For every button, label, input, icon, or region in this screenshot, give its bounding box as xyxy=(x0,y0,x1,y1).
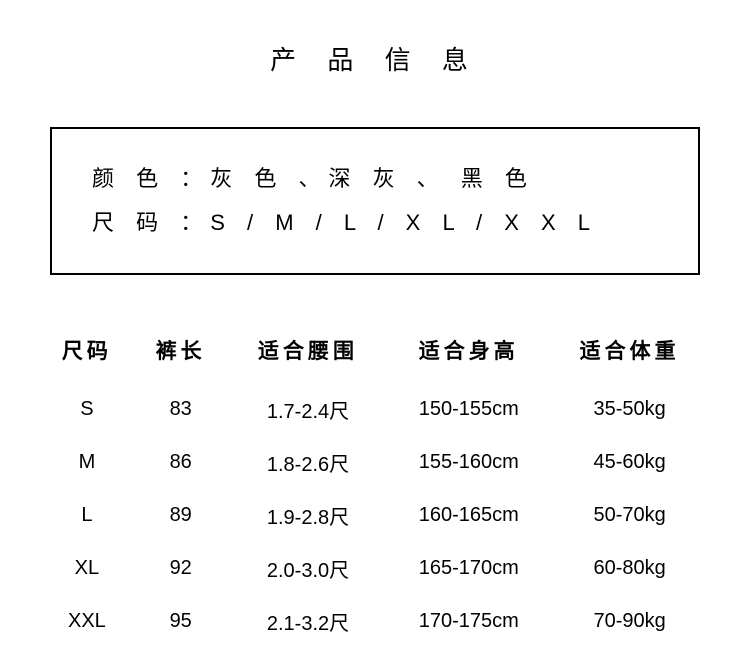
cell-length: 95 xyxy=(134,595,228,648)
cell-size: S xyxy=(40,383,134,436)
table-row: XXL 95 2.1-3.2尺 170-175cm 70-90kg xyxy=(40,595,710,648)
size-table: 尺码 裤长 适合腰围 适合身高 适合体重 S 83 1.7-2.4尺 150-1… xyxy=(40,325,710,648)
size-label: 尺 码 ： xyxy=(92,210,210,235)
cell-weight: 50-70kg xyxy=(549,489,710,542)
cell-height: 160-165cm xyxy=(388,489,549,542)
cell-height: 150-155cm xyxy=(388,383,549,436)
cell-weight: 35-50kg xyxy=(549,383,710,436)
color-value: 灰 色 、深 灰 、 黑 色 xyxy=(210,166,535,191)
color-label: 颜 色 ： xyxy=(92,166,210,191)
header-weight: 适合体重 xyxy=(549,325,710,383)
cell-waist: 1.9-2.8尺 xyxy=(228,489,389,542)
table-row: M 86 1.8-2.6尺 155-160cm 45-60kg xyxy=(40,436,710,489)
color-line: 颜 色 ：灰 色 、深 灰 、 黑 色 xyxy=(92,157,658,201)
table-row: XL 92 2.0-3.0尺 165-170cm 60-80kg xyxy=(40,542,710,595)
cell-waist: 2.0-3.0尺 xyxy=(228,542,389,595)
cell-weight: 70-90kg xyxy=(549,595,710,648)
cell-size: XXL xyxy=(40,595,134,648)
cell-height: 170-175cm xyxy=(388,595,549,648)
cell-size: L xyxy=(40,489,134,542)
cell-length: 86 xyxy=(134,436,228,489)
table-row: L 89 1.9-2.8尺 160-165cm 50-70kg xyxy=(40,489,710,542)
cell-waist: 2.1-3.2尺 xyxy=(228,595,389,648)
size-line: 尺 码 ：S / M / L / X L / X X L xyxy=(92,201,658,245)
info-box: 颜 色 ：灰 色 、深 灰 、 黑 色 尺 码 ：S / M / L / X L… xyxy=(50,127,700,275)
size-value: S / M / L / X L / X X L xyxy=(210,210,598,235)
cell-weight: 60-80kg xyxy=(549,542,710,595)
cell-waist: 1.7-2.4尺 xyxy=(228,383,389,436)
header-length: 裤长 xyxy=(134,325,228,383)
cell-height: 155-160cm xyxy=(388,436,549,489)
cell-height: 165-170cm xyxy=(388,542,549,595)
cell-length: 92 xyxy=(134,542,228,595)
table-row: S 83 1.7-2.4尺 150-155cm 35-50kg xyxy=(40,383,710,436)
header-height: 适合身高 xyxy=(388,325,549,383)
table-header-row: 尺码 裤长 适合腰围 适合身高 适合体重 xyxy=(40,325,710,383)
cell-size: M xyxy=(40,436,134,489)
header-waist: 适合腰围 xyxy=(228,325,389,383)
cell-weight: 45-60kg xyxy=(549,436,710,489)
cell-size: XL xyxy=(40,542,134,595)
cell-waist: 1.8-2.6尺 xyxy=(228,436,389,489)
header-size: 尺码 xyxy=(40,325,134,383)
product-info-container: 产 品 信 息 颜 色 ：灰 色 、深 灰 、 黑 色 尺 码 ：S / M /… xyxy=(0,0,750,648)
table-body: S 83 1.7-2.4尺 150-155cm 35-50kg M 86 1.8… xyxy=(40,383,710,648)
page-title: 产 品 信 息 xyxy=(40,40,710,77)
cell-length: 83 xyxy=(134,383,228,436)
cell-length: 89 xyxy=(134,489,228,542)
